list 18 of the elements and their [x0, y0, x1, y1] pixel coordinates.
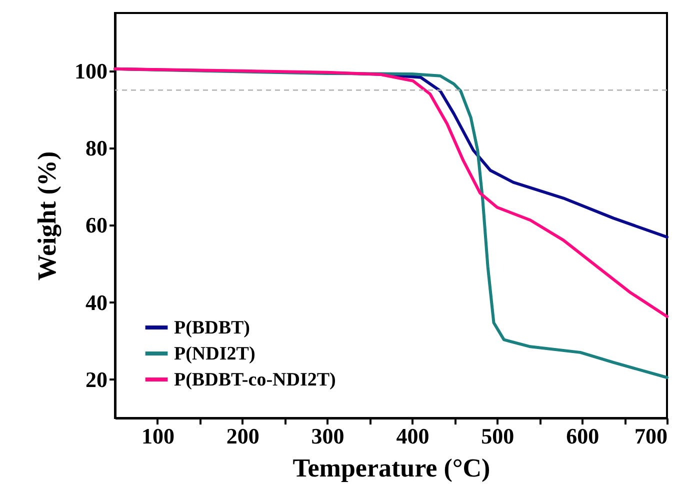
x-tick-label: 700 [634, 424, 668, 448]
y-tick-label: 20 [86, 366, 108, 392]
line-series [114, 67, 668, 318]
y-tick-label: 80 [86, 136, 108, 160]
legend-label: P(BDBT) [174, 318, 250, 338]
y-tick-label: 60 [86, 212, 108, 238]
x-tick-label: 300 [311, 424, 344, 448]
x-tick-label: 100 [141, 424, 174, 448]
y-tick-label: 100 [74, 58, 108, 84]
x-tick-label: 400 [396, 424, 430, 448]
legend-label: P(NDI2T) [174, 344, 256, 364]
x-tick-label: 200 [226, 424, 260, 448]
x-tick-label: 600 [566, 424, 600, 448]
y-axis-title: Weight (%) [32, 151, 62, 281]
x-tick-label: 500 [481, 424, 514, 448]
legend-label: P(BDBT-co-NDI2T) [174, 370, 336, 390]
x-axis-title: Temperature (°C) [292, 454, 490, 482]
y-tick-label: 40 [86, 290, 108, 315]
